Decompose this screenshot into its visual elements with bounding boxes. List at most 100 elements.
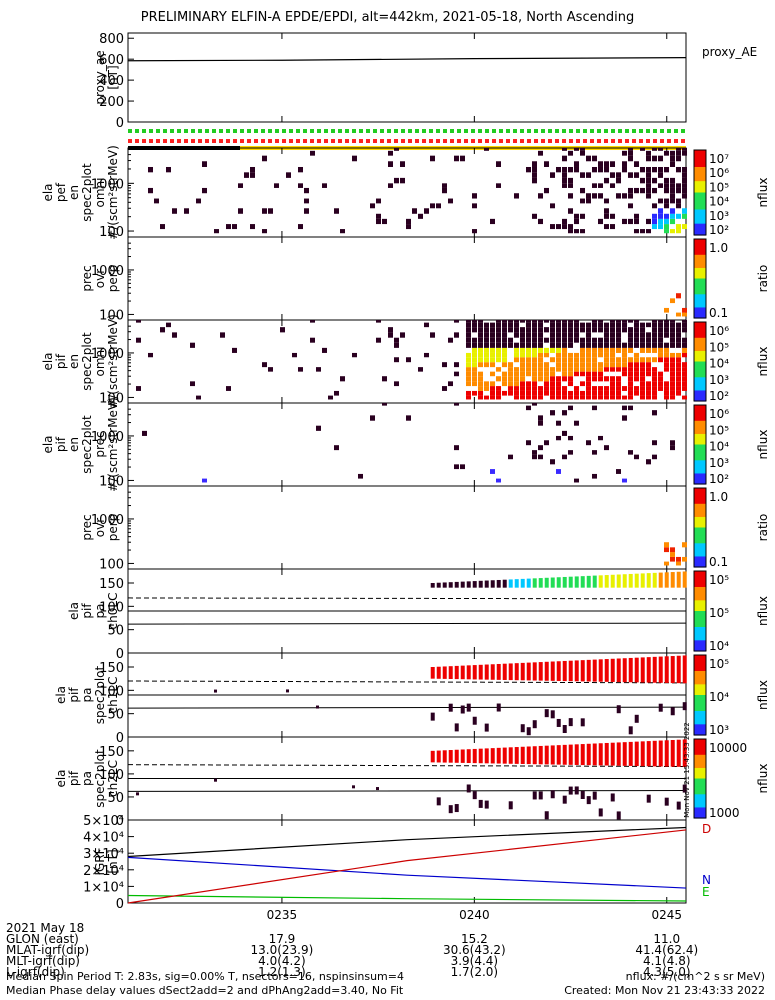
status-green-mark (177, 129, 181, 133)
colorbar-cell (694, 794, 706, 798)
heatmap-cell (676, 342, 681, 348)
heatmap-cell (676, 312, 681, 317)
pitch-angle-cell (448, 666, 453, 679)
heatmap-cell (562, 148, 567, 151)
status-green-mark (632, 129, 636, 133)
pitch-angle-cell (448, 805, 453, 814)
heatmap-cell (286, 172, 291, 178)
status-green-mark (401, 129, 405, 133)
legend-proxy-ae: proxy_AE (702, 45, 757, 59)
heatmap-cell (562, 337, 567, 343)
colorbar-cell (694, 241, 706, 245)
y-axis-label: spec2plot (80, 332, 94, 391)
status-red-mark (562, 139, 566, 143)
heatmap-cell (604, 367, 609, 372)
heatmap-cell (544, 362, 549, 368)
colorbar-cell (694, 564, 706, 568)
heatmap-cell (610, 352, 615, 358)
heatmap-cell (610, 337, 615, 343)
heatmap-cell (664, 218, 669, 225)
colorbar-cell (694, 616, 706, 620)
heatmap-cell (604, 224, 609, 230)
heatmap-cell (652, 177, 657, 184)
status-green-mark (163, 129, 167, 133)
time-tick-label: 0235 (266, 908, 298, 922)
heatmap-cell (508, 390, 513, 396)
heatmap-cell (568, 320, 573, 323)
heatmap-cell (580, 213, 585, 219)
pitch-angle-cell (652, 572, 657, 588)
heatmap-cell (508, 322, 513, 328)
heatmap-cell (670, 390, 675, 396)
pitch-angle-cell (616, 574, 621, 588)
pitch-angle-cell (586, 659, 591, 682)
status-red-mark (674, 139, 678, 143)
heatmap-cell (664, 177, 669, 184)
heatmap-cell (232, 224, 237, 230)
heatmap-cell (550, 203, 555, 209)
heatmap-cell (538, 332, 543, 338)
pitch-angle-cell (682, 702, 687, 711)
heatmap-cell (664, 381, 669, 387)
colorbar-cell (694, 721, 706, 725)
heatmap-cell (490, 342, 495, 348)
y-tick-label: 100 (99, 474, 124, 489)
colorbar-cell (694, 343, 706, 347)
time-axis-value: 4.1(4.8) (642, 954, 691, 968)
status-green-mark (261, 129, 265, 133)
colorbar-cell (694, 538, 706, 542)
y-axis-label: pa (93, 604, 107, 619)
heatmap-cell (628, 395, 633, 400)
heatmap-cell (448, 381, 453, 387)
heatmap-cell (136, 320, 141, 323)
heatmap-cell (550, 347, 555, 353)
time-axis-value: 30.6(43.2) (442, 943, 506, 957)
colorbar-frame (693, 321, 707, 402)
heatmap-cell (670, 322, 675, 328)
heatmap-cell (658, 166, 663, 173)
heatmap-cell (646, 347, 651, 353)
colorbar-cell (694, 516, 706, 521)
colorbar-cell (694, 540, 706, 544)
heatmap-cell (310, 320, 315, 323)
heatmap-cell (544, 440, 549, 446)
heatmap-cell (616, 337, 621, 343)
heatmap-cell (652, 320, 657, 323)
colorbar-cell (694, 423, 706, 427)
y-axis-label: IGRF (93, 847, 107, 875)
heatmap-cell (526, 362, 531, 368)
pitch-angle-cell (496, 663, 501, 680)
heatmap-cell (604, 342, 609, 348)
heatmap-cell (466, 390, 471, 396)
heatmap-cell (634, 218, 639, 225)
loss-cone-line (127, 622, 687, 625)
heatmap-cell (658, 327, 663, 333)
colorbar-cell (694, 804, 706, 809)
heatmap-cell (538, 352, 543, 358)
status-green-mark (555, 129, 559, 133)
heatmap-cell (478, 322, 483, 328)
pitch-angle-cell (550, 710, 555, 719)
status-green-mark (366, 129, 370, 133)
colorbar-tick-label: 0.1 (709, 306, 728, 320)
heatmap-cell (664, 386, 669, 391)
heatmap-cell (526, 381, 531, 387)
heatmap-cell (250, 172, 255, 178)
status-green-mark (625, 129, 629, 133)
heatmap-cell (460, 464, 465, 470)
heatmap-cell (406, 357, 411, 363)
heatmap-cell (610, 390, 615, 396)
time-axis-row-label: 2021 May 18 (6, 921, 85, 935)
pitch-angle-cell (514, 747, 519, 764)
heatmap-cell (652, 148, 657, 151)
pitch-angle-cell (610, 742, 615, 766)
colorbar-cell (694, 548, 706, 552)
heatmap-cell (640, 386, 645, 391)
heatmap-cell (466, 376, 471, 382)
heatmap-cell (526, 322, 531, 328)
heatmap-cell (490, 357, 495, 363)
heatmap-cell (610, 395, 615, 400)
heatmap-cell (670, 552, 675, 557)
heatmap-cell (670, 342, 675, 348)
